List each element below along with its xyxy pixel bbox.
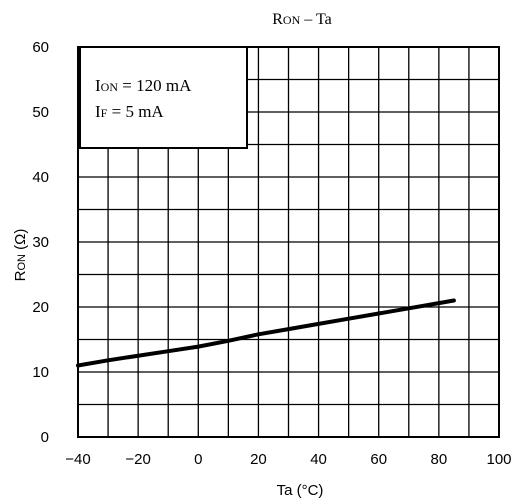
y-tick-labels: 0 10 20 30 40 50 60 — [32, 39, 49, 446]
chart-title: RON – Ta — [272, 11, 331, 28]
x-tick-label: −40 — [65, 451, 90, 468]
y-tick-label: 40 — [32, 169, 49, 186]
y-tick-label: 60 — [32, 39, 49, 56]
x-tick-label: 60 — [370, 451, 387, 468]
y-tick-label: 30 — [32, 234, 49, 251]
x-tick-labels: −40 −20 0 20 40 60 80 100 — [65, 451, 511, 468]
x-axis-label: Ta (°C) — [277, 482, 324, 499]
x-tick-label: 20 — [250, 451, 267, 468]
plot-frame — [77, 46, 500, 438]
grid — [78, 47, 499, 437]
y-tick-label: 20 — [32, 299, 49, 316]
x-tick-label: 100 — [486, 451, 511, 468]
y-axis-label: RON (Ω) — [12, 229, 29, 282]
series-line — [76, 298, 456, 368]
y-tick-label: 10 — [32, 364, 49, 381]
y-tick-label: 0 — [41, 429, 49, 446]
condition-box: ION = 120 mA IF = 5 mA — [79, 46, 248, 149]
condition-box-frame — [79, 46, 248, 149]
condition-if: IF = 5 mA — [95, 102, 164, 121]
x-tick-label: −20 — [125, 451, 150, 468]
y-tick-label: 50 — [32, 104, 49, 121]
x-tick-label: 80 — [431, 451, 448, 468]
x-tick-label: 40 — [310, 451, 327, 468]
condition-ion: ION = 120 mA — [95, 76, 192, 95]
x-tick-label: 0 — [194, 451, 202, 468]
